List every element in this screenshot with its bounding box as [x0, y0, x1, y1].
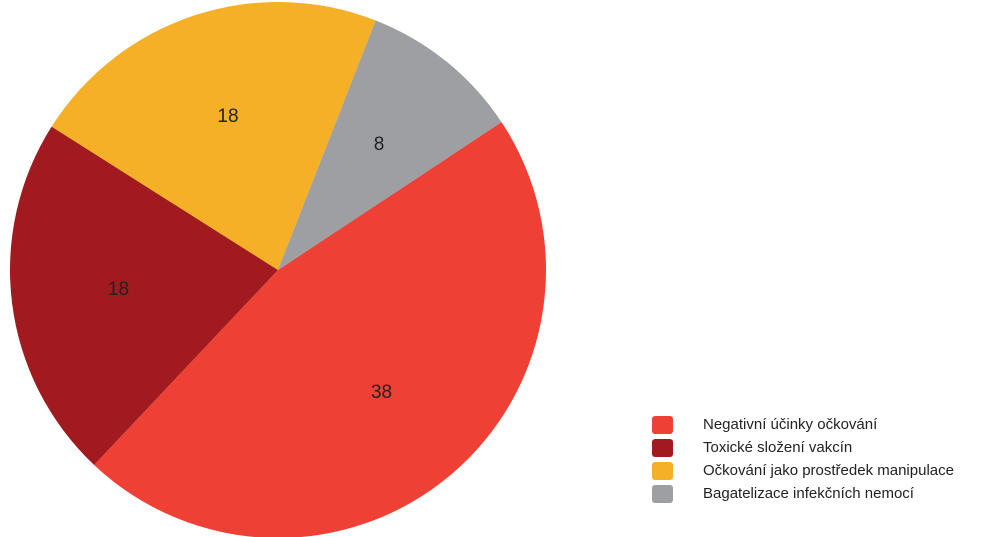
legend-item: Negativní účinky očkování [652, 413, 982, 436]
legend-swatch [652, 415, 673, 434]
pie-slice [94, 122, 546, 537]
pie-data-label: 38 [371, 382, 392, 403]
legend-item: Očkování jako prostředek manipulace [652, 459, 982, 482]
pie-slices [9, 2, 546, 537]
legend-label: Negativní účinky očkování [703, 416, 878, 433]
pie-slice [278, 20, 502, 271]
pie-data-label: 18 [108, 279, 129, 300]
legend-label: Očkování jako prostředek manipulace [703, 462, 954, 479]
legend-label: Toxické složení vakcín [703, 439, 853, 456]
legend: Negativní účinky očkování Toxické složen… [652, 413, 982, 505]
legend-item: Bagatelizace infekčních nemocí [652, 482, 982, 505]
pie-slice [9, 126, 278, 465]
legend-swatch [652, 484, 673, 503]
pie-data-label: 18 [217, 106, 238, 127]
legend-swatch [652, 438, 673, 457]
legend-item: Toxické složení vakcín [652, 436, 982, 459]
legend-swatch [652, 461, 673, 480]
pie-data-label: 8 [374, 134, 385, 155]
pie-slice [51, 2, 376, 271]
pie-data-labels: 38 18 18 8 [108, 106, 392, 403]
legend-label: Bagatelizace infekčních nemocí [703, 485, 914, 502]
